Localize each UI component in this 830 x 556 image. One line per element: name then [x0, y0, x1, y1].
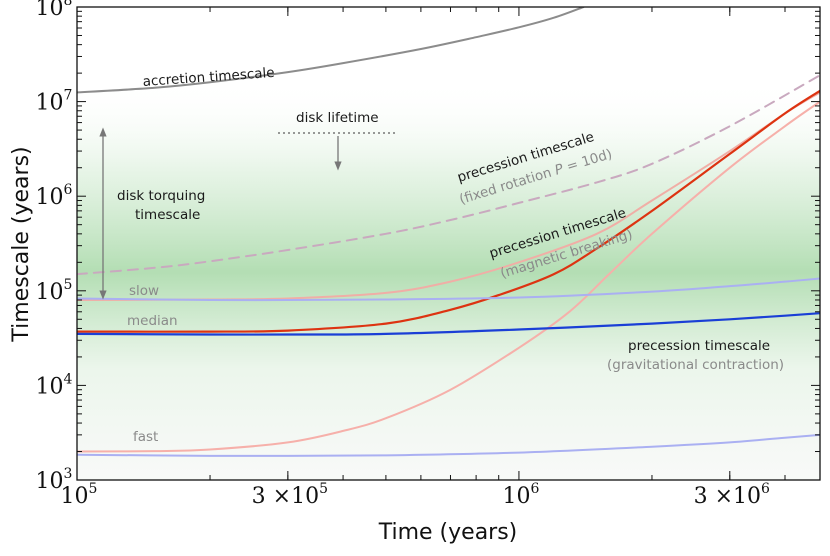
slow-label: slow: [129, 283, 159, 299]
plot-frame: [76, 6, 821, 481]
disk-torquing-band: [77, 80, 820, 480]
y-axis-title: Timescale (years): [9, 146, 34, 342]
disk-torquing-label-2: timescale: [135, 207, 200, 223]
gravitational-contraction-label-1: precession timescale: [628, 338, 770, 354]
y-tick-label: 103: [36, 466, 73, 494]
disk-lifetime-label: disk lifetime: [296, 110, 379, 126]
y-tick-label: 108: [36, 0, 73, 21]
y-tick-label: 107: [36, 88, 73, 116]
series-line-1: [77, 74, 820, 276]
x-tick-label: 105: [61, 481, 98, 509]
series-line-7: [77, 433, 820, 457]
y-tick-label: 105: [36, 277, 73, 305]
x-tick-label: 106: [502, 481, 539, 509]
fast-label: fast: [133, 429, 158, 445]
series-line-4: [77, 100, 820, 453]
x-tick-label: 3 ×105: [252, 481, 328, 509]
x-tick-label: 3 ×106: [694, 481, 770, 509]
x-axis-title: Time (years): [378, 520, 518, 545]
y-tick-label: 104: [36, 371, 73, 399]
disk-torquing-label-1: disk torquing: [117, 188, 205, 204]
tick-layer: 105 3 ×105 106 3 ×106 103 104 105 106 107 108: [36, 0, 820, 509]
gravitational-contraction-label-2: (gravitational contraction): [607, 357, 784, 373]
series-line-5: [77, 277, 820, 302]
series-line-3: [77, 89, 820, 333]
series-line-0: [77, 7, 585, 94]
y-tick-label: 106: [36, 182, 73, 210]
median-label: median: [127, 313, 178, 329]
series-line-6: [77, 312, 820, 336]
series-layer: [77, 7, 820, 457]
